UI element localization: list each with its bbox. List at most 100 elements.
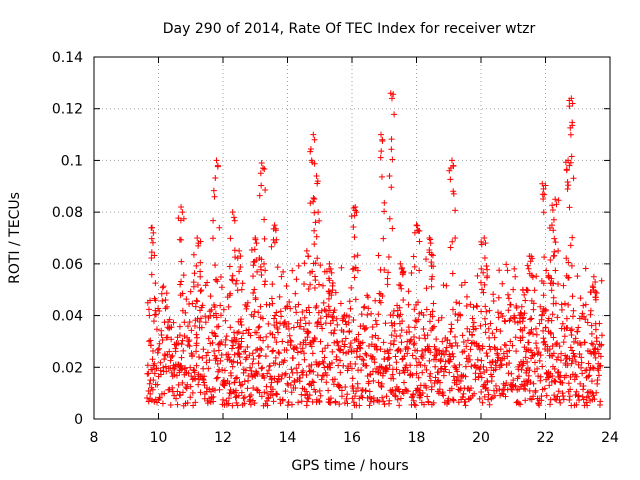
data-point xyxy=(150,377,157,384)
data-point xyxy=(472,325,479,332)
data-point xyxy=(306,392,313,399)
data-point xyxy=(468,385,475,392)
y-axis-title: ROTI / TECUs xyxy=(7,192,23,284)
data-point xyxy=(194,298,201,305)
data-point xyxy=(175,215,182,222)
data-point xyxy=(377,346,384,353)
data-point xyxy=(235,350,242,357)
data-point xyxy=(271,315,278,322)
data-point xyxy=(475,364,482,371)
data-point xyxy=(518,366,525,373)
data-point xyxy=(317,392,324,399)
data-point xyxy=(305,329,312,336)
data-point xyxy=(597,353,604,360)
y-tick-label: 0.1 xyxy=(61,153,83,169)
data-point xyxy=(346,313,353,320)
data-point xyxy=(539,363,546,370)
data-point xyxy=(440,392,447,399)
data-point xyxy=(593,389,600,396)
data-point xyxy=(240,330,247,337)
data-point xyxy=(307,145,314,152)
data-point xyxy=(238,322,245,329)
data-point xyxy=(566,162,573,169)
data-point xyxy=(416,335,423,342)
data-point xyxy=(449,270,456,277)
data-point xyxy=(336,384,343,391)
data-point xyxy=(193,297,200,304)
data-point xyxy=(595,372,602,379)
data-point xyxy=(363,351,370,358)
data-point xyxy=(517,309,524,316)
data-point xyxy=(199,354,206,361)
data-point xyxy=(253,386,260,393)
data-point xyxy=(149,356,156,363)
data-point xyxy=(249,350,256,357)
data-point xyxy=(172,364,179,371)
data-point xyxy=(297,323,304,330)
data-point xyxy=(595,367,602,374)
data-point xyxy=(483,350,490,357)
data-point xyxy=(483,262,490,269)
data-point xyxy=(367,371,374,378)
data-point xyxy=(553,356,560,363)
data-point xyxy=(550,216,557,223)
data-point xyxy=(432,374,439,381)
data-point xyxy=(288,338,295,345)
data-point xyxy=(207,293,214,300)
data-point xyxy=(350,399,357,406)
data-point xyxy=(548,280,555,287)
data-point xyxy=(486,343,493,350)
data-point xyxy=(561,333,568,340)
y-tick-label: 0.04 xyxy=(52,309,83,325)
data-point xyxy=(389,225,396,232)
data-point xyxy=(189,376,196,383)
data-point xyxy=(314,178,321,185)
data-point xyxy=(283,347,290,354)
data-point xyxy=(154,346,161,353)
data-point xyxy=(382,320,389,327)
data-point xyxy=(254,268,261,275)
data-point xyxy=(187,383,194,390)
data-point xyxy=(310,131,317,138)
data-point xyxy=(331,307,338,314)
data-point xyxy=(146,312,153,319)
data-point xyxy=(147,337,154,344)
data-point xyxy=(287,305,294,312)
data-point xyxy=(457,312,464,319)
data-point xyxy=(399,356,406,363)
data-point xyxy=(338,393,345,400)
data-point xyxy=(483,367,490,374)
data-point xyxy=(378,380,385,387)
data-point xyxy=(277,308,284,315)
data-point xyxy=(482,329,489,336)
data-point xyxy=(307,148,314,155)
data-point xyxy=(423,306,430,313)
data-point xyxy=(322,345,329,352)
data-point xyxy=(344,400,351,407)
data-point xyxy=(521,310,528,317)
data-point xyxy=(269,386,276,393)
data-point xyxy=(447,244,454,251)
data-point xyxy=(546,274,553,281)
data-point xyxy=(469,331,476,338)
data-point xyxy=(569,313,576,320)
data-point xyxy=(159,297,166,304)
data-point xyxy=(480,363,487,370)
data-point xyxy=(298,391,305,398)
data-point xyxy=(547,401,554,408)
data-point xyxy=(163,368,170,375)
data-point xyxy=(352,203,359,210)
data-point xyxy=(479,343,486,350)
data-point xyxy=(563,372,570,379)
y-tick-label: 0.06 xyxy=(52,257,83,273)
data-point xyxy=(214,374,221,381)
data-point xyxy=(338,387,345,394)
data-point xyxy=(386,346,393,353)
data-point xyxy=(356,402,363,409)
data-point xyxy=(269,392,276,399)
data-point xyxy=(288,389,295,396)
data-point xyxy=(531,287,538,294)
data-point xyxy=(227,235,234,242)
data-point xyxy=(335,383,342,390)
data-point xyxy=(420,311,427,318)
